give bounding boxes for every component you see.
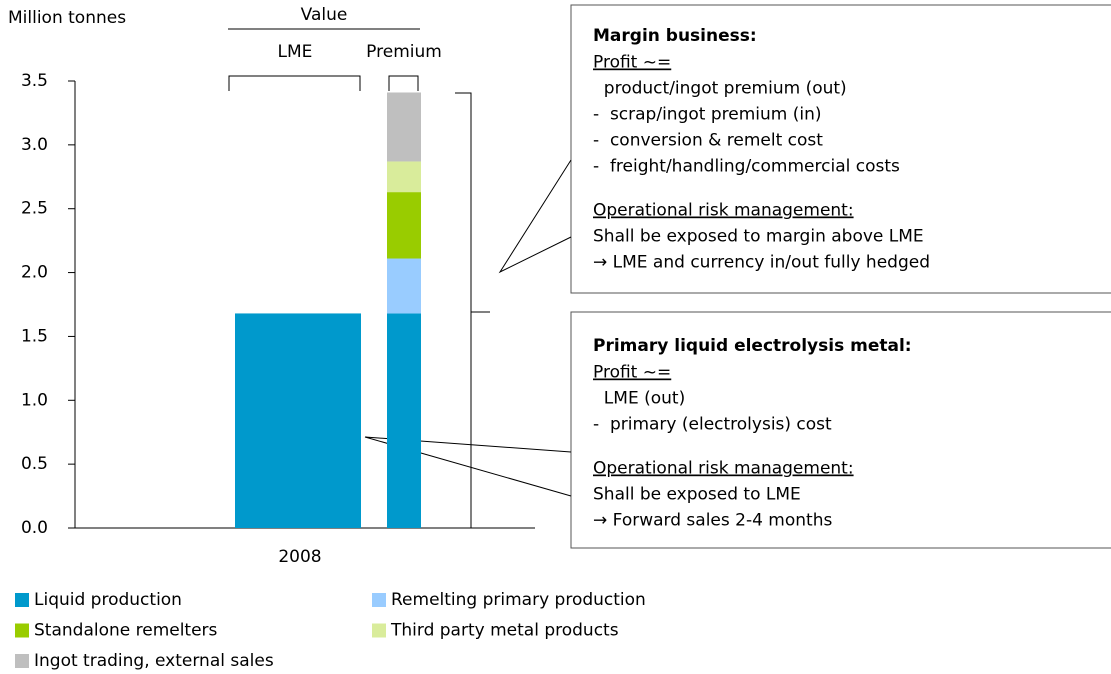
annotation-heading: Operational risk management: [593, 201, 854, 221]
legend-swatch [15, 593, 29, 607]
annotation-heading: Profit ~= [593, 53, 671, 73]
callout-line [498, 159, 572, 274]
annotation-line: Shall be exposed to margin above LME [593, 227, 924, 247]
y-tick-label: 1.0 [21, 390, 48, 410]
legend-swatch [372, 593, 386, 607]
bracket [455, 92, 472, 529]
annotation-title: Primary liquid electrolysis metal: [593, 336, 912, 356]
annotation-title: Margin business: [593, 26, 757, 46]
annotation-line: LME (out) [593, 389, 685, 409]
annotation-heading: Profit ~= [593, 363, 671, 383]
y-tick-label: 2.0 [21, 263, 48, 283]
bar-segment [387, 161, 421, 193]
annotation-line: Shall be exposed to LME [593, 485, 801, 505]
annotation-line: → Forward sales 2-4 months [593, 511, 832, 531]
legend-swatch [372, 623, 386, 638]
bar-segment [387, 92, 421, 162]
group-label: Value [301, 5, 348, 25]
annotation-box [570, 4, 1111, 294]
y-tick-label: 3.0 [21, 135, 48, 155]
bar-segment [387, 192, 421, 259]
y-tick-label: 0.5 [21, 454, 48, 474]
bar-segment [387, 258, 421, 314]
legend-label: Remelting primary production [391, 590, 646, 610]
bracket [388, 75, 419, 91]
bracket [228, 75, 361, 91]
y-tick-label: 0.0 [21, 518, 48, 538]
callout-line [364, 436, 572, 497]
legend-label: Liquid production [34, 590, 182, 610]
legend-label: Third party metal products [390, 621, 619, 641]
y-tick-label: 2.5 [21, 199, 48, 219]
annotation-line: - conversion & remelt cost [593, 131, 823, 151]
annotation-line: - freight/handling/commercial costs [593, 157, 900, 177]
y-tick-label: 3.5 [21, 71, 48, 91]
bar-segment [235, 313, 361, 528]
annotation-line: product/ingot premium (out) [593, 79, 847, 99]
category-label: LME [278, 42, 313, 62]
legend-label: Standalone remelters [34, 621, 218, 641]
legend-label: Ingot trading, external sales [34, 651, 274, 671]
bar-segment [387, 313, 421, 528]
legend-swatch [15, 623, 29, 638]
category-label: Premium [366, 42, 442, 62]
y-tick-label: 1.5 [21, 326, 48, 346]
y-axis-label: Million tonnes [8, 8, 126, 28]
x-label: 2008 [278, 547, 321, 567]
annotation-heading: Operational risk management: [593, 459, 854, 479]
annotation-line: → LME and currency in/out fully hedged [593, 253, 930, 273]
annotation-line: - primary (electrolysis) cost [593, 415, 832, 435]
annotation-box [570, 311, 1111, 549]
annotation-line: - scrap/ingot premium (in) [593, 105, 821, 125]
legend-swatch [15, 654, 29, 668]
